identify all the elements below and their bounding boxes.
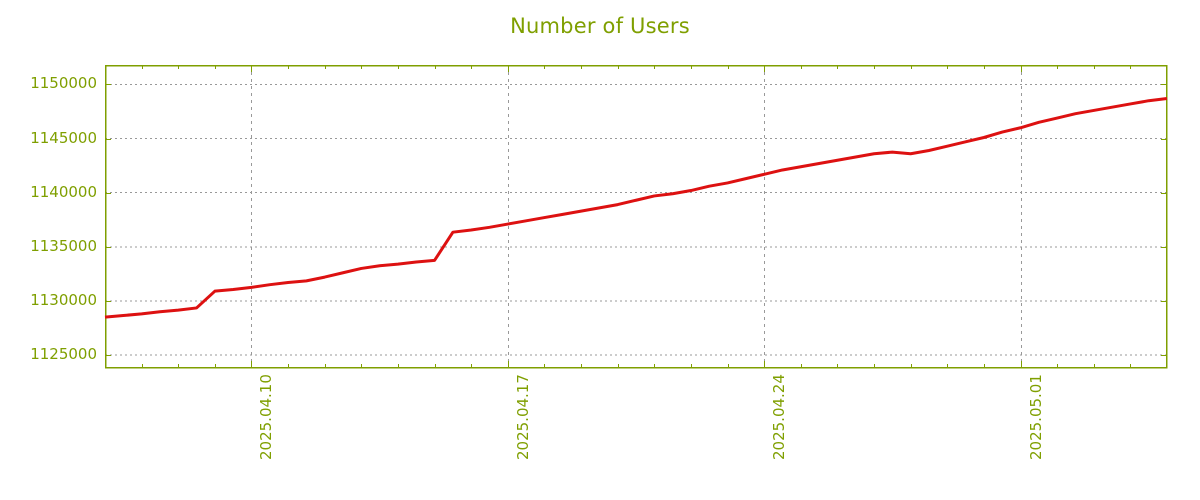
y-axis-tick-label: 1130000: [30, 290, 97, 309]
y-axis-tick-label: 1145000: [30, 128, 97, 147]
x-axis-tick-label: 2025.04.17: [513, 374, 532, 460]
x-axis-tick-label: 2025.04.24: [770, 374, 789, 460]
gridlines: [105, 65, 1167, 368]
axis-ticks: [105, 65, 1167, 368]
data-series-line: [104, 97, 1168, 319]
y-axis-tick-label: 1135000: [30, 236, 97, 255]
x-axis-tick-label: 2025.05.01: [1026, 374, 1045, 460]
chart-title: Number of Users: [510, 14, 690, 38]
plot-frame: [104, 64, 1168, 369]
y-axis-tick-label: 1150000: [30, 74, 97, 93]
y-axis-tick-label: 1140000: [30, 182, 97, 201]
x-axis-tick-label: 2025.04.10: [257, 374, 276, 460]
y-axis-tick-label: 1125000: [30, 345, 97, 363]
